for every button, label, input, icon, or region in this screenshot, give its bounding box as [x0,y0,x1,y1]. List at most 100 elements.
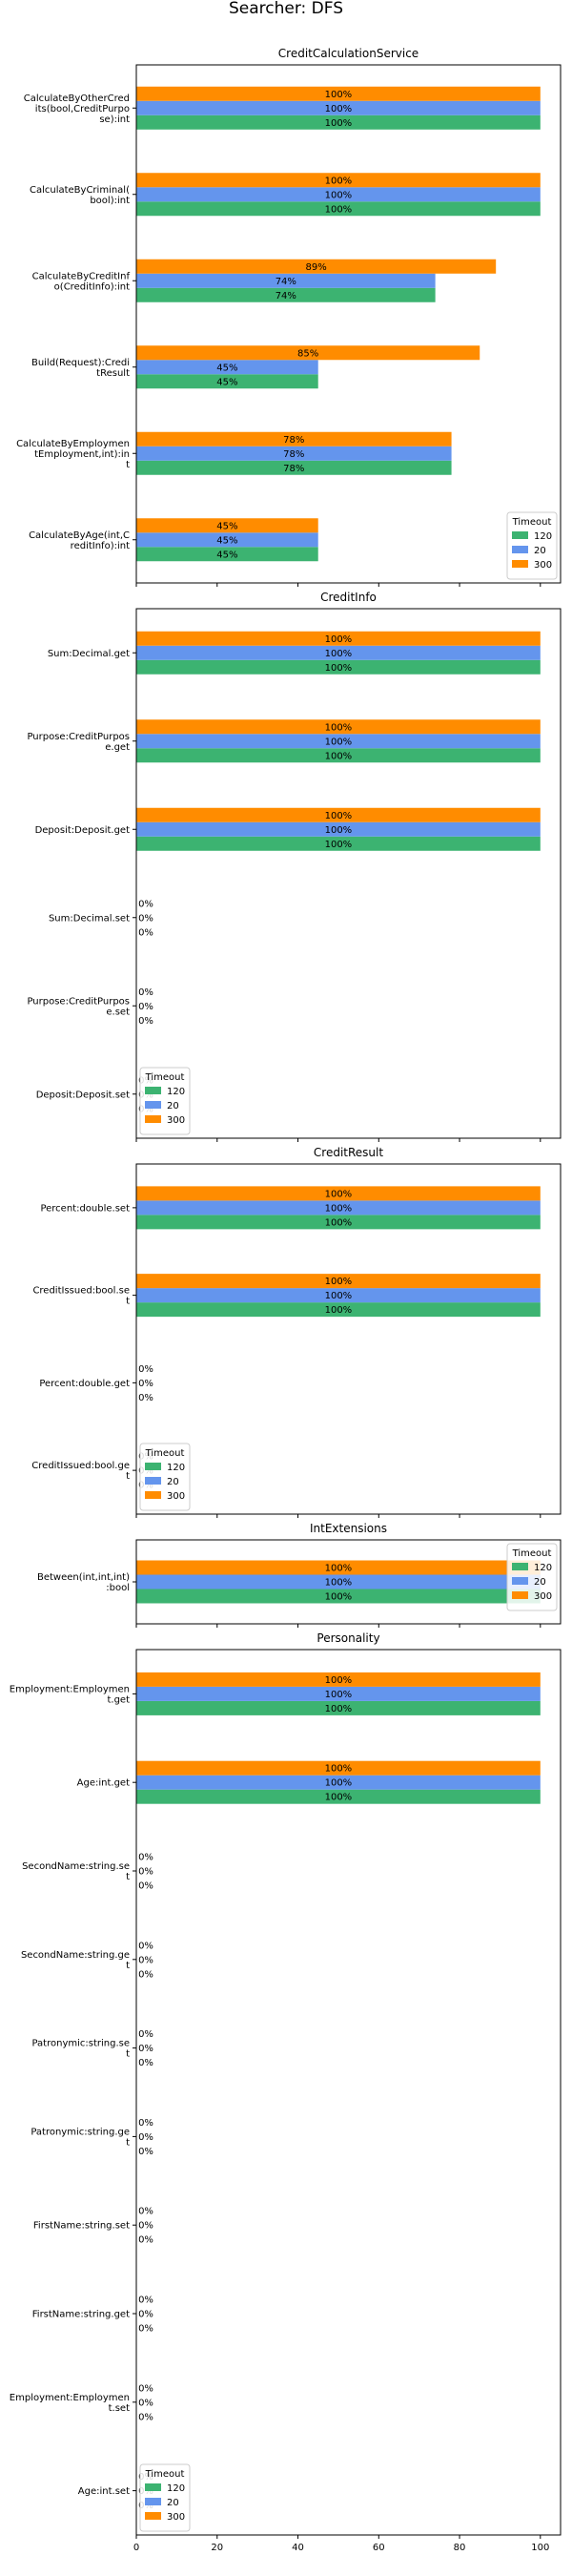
data-label: 100% [325,176,353,186]
bar-300-calculatebyothercredits-bool-creditpurpose-int [136,86,541,101]
data-label: 100% [325,811,353,821]
y-tick-label: Percent:double.get [39,1379,130,1389]
bar-20-calculatebyage-int-creditinfo-int [136,532,318,548]
legend-swatch-20 [145,1477,161,1485]
data-label: 100% [325,1592,353,1603]
legend-swatch-300 [145,1491,161,1499]
plot-frame [135,608,562,1139]
bar-20-calculatebycreditinfo-creditinfo-int [136,273,436,288]
legend-swatch-300 [145,1115,161,1123]
bar-300-purpose-creditpurpose-get [136,719,541,735]
y-tick-label: Patronymic:string.se t [31,2039,130,2060]
data-label: 78% [283,449,304,460]
panel-title: IntExtensions [310,1522,387,1535]
x-tick-label: 20 [211,2543,223,2553]
data-label: 0% [138,2132,153,2143]
legend: Timeout 120 20 300 [506,511,558,580]
y-tick-label: FirstName:string.set [33,2221,130,2232]
legend-label-300: 300 [534,560,552,571]
data-label: 0% [138,2324,153,2335]
data-label: 100% [325,634,353,645]
bar-300-calculatebycreditinfo-creditinfo-int [136,259,497,274]
bar-300-age-int-get [136,1760,541,1776]
data-label: 0% [138,2118,153,2129]
legend-label-300: 300 [167,1115,185,1126]
y-tick-label: FirstName:string.get [32,2310,130,2320]
data-label: 100% [325,1564,353,1574]
bar-120-percent-double-set [136,1215,541,1230]
panel-title: CreditInfo [320,591,377,604]
panel-title: CreditResult [314,1146,383,1159]
bar-20-age-int-get [136,1775,541,1790]
chart-panels: CreditCalculationService 100% 100% 100% Calc… [10,47,562,2553]
x-tick-label: 40 [292,2543,304,2553]
data-label: 100% [325,825,353,836]
data-label: 78% [283,464,304,474]
panel-personality: Personality 100% 100% 100% Employment:Employ… [10,1631,562,2553]
legend: Timeout 120 20 300 [139,1067,191,1135]
y-tick-label: Employment:Employmen t.get [10,1684,130,1705]
bar-300-employment-employment-get [136,1672,541,1687]
legend-swatch-20 [512,1577,528,1585]
data-label: 100% [325,1291,353,1301]
legend-swatch-120 [145,1463,161,1470]
bar-120-employment-employment-get [136,1700,541,1715]
data-label: 100% [325,1203,353,1214]
legend-title: Timeout [512,517,552,528]
legend: Timeout 120 20 300 [139,2463,191,2532]
bar-20-percent-double-set [136,1200,541,1215]
bar-20-deposit-deposit-get [136,821,541,837]
data-label: 0% [138,1955,153,1965]
data-label: 0% [138,2029,153,2040]
bar-120-creditissued-bool-set [136,1302,541,1318]
bar-300-calculatebyemploymentemployment-int-int [136,431,452,447]
y-tick-label: Between(int,int,int):bool [37,1572,130,1593]
plot-frame [135,1163,562,1515]
data-label: 0% [138,927,153,938]
data-label: 74% [276,277,296,287]
y-tick-label: Patronymic:string.ge t [31,2127,130,2148]
data-label: 100% [325,1778,353,1789]
panel-creditcalculationservice: CreditCalculationService 100% 100% 100% Calc… [16,47,562,587]
y-tick-label: CalculateByOtherCred its(bool,CreditPurpo… [24,93,130,125]
data-label: 0% [138,2235,153,2246]
y-tick-label: CreditIssued:bool.se t [32,1286,130,1307]
data-label: 100% [325,1764,353,1775]
y-tick-label: CalculateByEmploymen tEmployment,int):in t [16,439,130,470]
data-label: 0% [138,1364,153,1375]
figure-title: Searcher: DFS [229,0,343,18]
data-label: 100% [325,751,353,761]
data-label: 100% [325,1675,353,1686]
data-label: 100% [325,1189,353,1199]
data-label: 45% [216,363,237,373]
legend-swatch-120 [512,531,528,539]
data-label: 45% [216,535,237,546]
data-label: 100% [325,1277,353,1287]
legend-swatch-300 [145,2512,161,2520]
bar-300-sum-decimal-get [136,631,541,646]
data-label: 100% [325,840,353,850]
data-label: 0% [138,1881,153,1892]
data-label: 100% [325,1793,353,1803]
y-tick-label: Percent:double.set [40,1203,130,1214]
legend-label-20: 20 [167,1101,179,1111]
data-label: 100% [325,104,353,114]
legend: Timeout 120 20 300 [139,1443,191,1511]
data-label: 100% [325,1690,353,1700]
legend-swatch-120 [145,2483,161,2491]
legend-label-120: 120 [167,1463,185,1473]
y-tick-label: CalculateByCriminal(bool):int [30,185,130,206]
legend-label-20: 20 [167,2498,179,2508]
data-label: 100% [325,1217,353,1228]
bar-120-between-int-int-int-bool [136,1589,541,1604]
x-tick-label: 0 [133,2543,139,2553]
data-label: 45% [216,521,237,531]
bar-20-purpose-creditpurpose-get [136,734,541,749]
data-label: 0% [138,2221,153,2232]
data-label: 0% [138,2207,153,2217]
data-label: 0% [138,1002,153,1012]
data-label: 78% [283,435,304,446]
data-label: 85% [297,348,318,359]
data-label: 100% [325,1704,353,1714]
legend-label-120: 120 [534,531,552,542]
